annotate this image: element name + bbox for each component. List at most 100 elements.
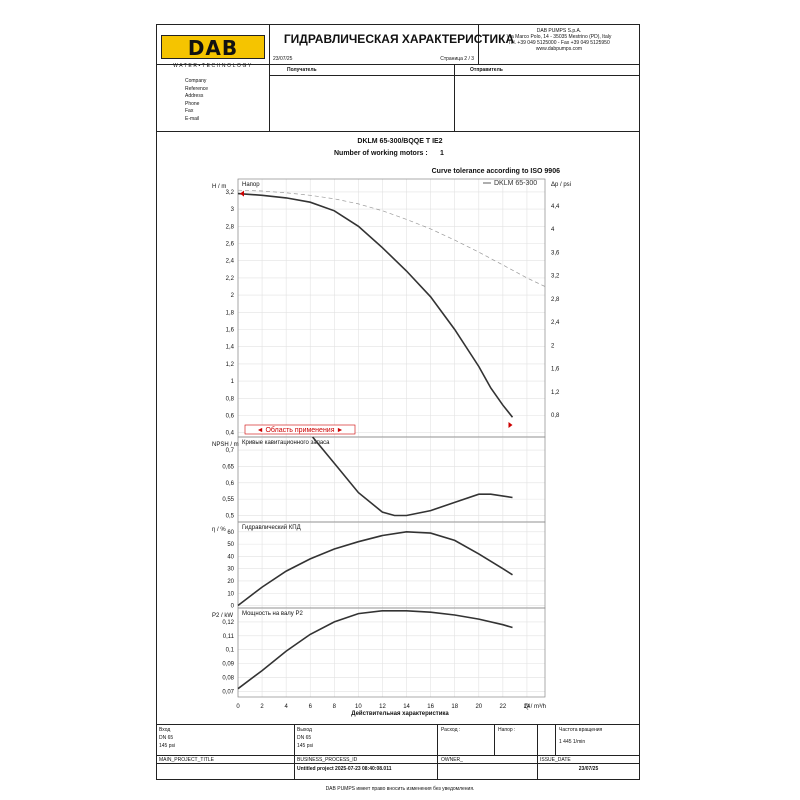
y-tick-label: 0,65 <box>222 464 234 470</box>
y-tick-label: 3,2 <box>226 190 235 196</box>
speed-cell: Частота вращения 1 445 1/min <box>559 727 603 745</box>
y2-tick-label: 2 <box>551 343 555 349</box>
y2-tick-label: 1,6 <box>551 367 560 373</box>
y-tick-label: 30 <box>227 567 234 573</box>
performance-curve <box>237 192 514 418</box>
plot-panel-frame <box>237 436 546 523</box>
panel-title: Кривые кавитационного запаса <box>242 440 330 446</box>
header-divider <box>454 64 455 131</box>
x-tick-label: 6 <box>309 704 313 710</box>
x-tick-label: 12 <box>379 704 386 710</box>
y2-axis-label: Δp / psi <box>551 182 571 188</box>
x-tick-label: 10 <box>355 704 362 710</box>
dab-logo: DAB <box>161 35 265 60</box>
footer-divider <box>437 724 438 780</box>
y-tick-label: 0,7 <box>226 448 235 454</box>
issue-date-value: 23/07/25 <box>578 766 599 772</box>
y2-tick-label: 4,4 <box>551 204 560 210</box>
y-tick-label: 1,8 <box>226 310 235 316</box>
sheet-frame <box>156 24 640 780</box>
y-tick-label: 1 <box>231 379 235 385</box>
page-title: ГИДРАВЛИЧЕСКАЯ ХАРАКТЕРИСТИКА <box>283 32 515 46</box>
y-axis-label: η / % <box>212 527 226 533</box>
y-tick-label: 0,08 <box>222 676 234 682</box>
y-tick-label: 0,55 <box>222 497 234 503</box>
y2-tick-label: 2,4 <box>551 320 560 326</box>
disclaimer: DAB PUMPS имеет право вносить изменения … <box>325 786 475 792</box>
process-id-value: Untitled project 2025-07-23 08:40:08.011 <box>297 766 392 772</box>
y-tick-label: 0,12 <box>222 620 234 626</box>
motors-value: 1 <box>440 150 444 157</box>
footer-rule <box>156 724 640 725</box>
panel-title: Гидравлический КПД <box>242 524 301 531</box>
legend-label: DKLM 65-300 <box>494 180 537 187</box>
performance-curve <box>237 530 513 607</box>
y-axis-label: P2 / kW <box>212 613 233 619</box>
y-tick-label: 2,6 <box>226 242 235 248</box>
head-cell: Напор : <box>498 727 516 733</box>
y-tick-label: 60 <box>227 530 234 536</box>
dashed-curve <box>237 189 546 287</box>
y-tick-label: 50 <box>227 542 234 548</box>
performance-curve <box>237 610 513 690</box>
footer-divider <box>555 724 556 755</box>
y2-tick-label: 4 <box>551 227 555 233</box>
flow-cell: Расход : <box>441 727 461 733</box>
footer-divider <box>294 724 295 780</box>
y-tick-label: 2,4 <box>226 259 235 265</box>
y-axis-label: NPSH / m <box>212 442 239 448</box>
y-tick-label: 3 <box>231 207 235 213</box>
y2-tick-label: 2,8 <box>551 297 560 303</box>
y-tick-label: 0,6 <box>226 414 235 420</box>
footer-rule <box>156 763 640 764</box>
x-tick-label: 8 <box>333 704 337 710</box>
x-axis-caption: Действительная характеристика <box>351 711 449 717</box>
plot-panel-frame <box>237 607 546 698</box>
y-tick-label: 0,4 <box>226 431 235 437</box>
header-divider <box>478 24 479 64</box>
footer-rule <box>156 755 640 756</box>
y-tick-label: 0,11 <box>223 634 235 640</box>
y-tick-label: 2,8 <box>226 224 235 230</box>
x-tick-label: 4 <box>284 704 288 710</box>
header-divider <box>269 24 270 132</box>
y-tick-label: 2,2 <box>226 276 235 282</box>
y-tick-label: 10 <box>227 591 234 597</box>
page-number: Страница 2 / 3 <box>440 56 474 62</box>
x-tick-label: 0 <box>236 704 240 710</box>
y2-tick-label: 3,2 <box>551 274 560 280</box>
y-tick-label: 40 <box>227 554 234 560</box>
footer-divider <box>494 724 495 755</box>
panel-title: Мощность на валу P2 <box>242 611 303 617</box>
x-tick-label: 22 <box>500 704 507 710</box>
logo-subtitle: WATER•TECHNOLOGY <box>173 63 253 69</box>
pump-model: DKLM 65-300/BQQE T IE2 <box>357 138 443 145</box>
y-tick-label: 1,2 <box>226 362 235 368</box>
y-tick-label: 0,8 <box>226 396 235 402</box>
doc-date: 23/07/25 <box>273 56 293 62</box>
y-tick-label: 2 <box>231 293 235 299</box>
y-tick-label: 0,09 <box>222 662 234 668</box>
y-tick-label: 0,1 <box>226 648 235 654</box>
start-arrow-marker <box>240 190 244 197</box>
process-id-label: BUSINESS_PROCESS_ID <box>297 757 358 763</box>
y-tick-label: 1,6 <box>226 328 235 334</box>
contact-fields: Company Reference Address Phone Fax E-ma… <box>185 78 209 122</box>
header-rule <box>156 64 640 65</box>
y2-tick-label: 0,8 <box>551 413 560 419</box>
application-range-label: ◄ Область применения ► <box>257 426 344 434</box>
project-title-label: MAIN_PROJECT_TITLE <box>159 757 215 763</box>
x-tick-label: 16 <box>427 704 434 710</box>
y-tick-label: 0,6 <box>226 481 235 487</box>
tolerance-note: Curve tolerance according to ISO 9906 <box>431 168 560 175</box>
y-axis-label: H / m <box>212 184 226 190</box>
y-tick-label: 1,4 <box>226 345 235 351</box>
footer-divider <box>537 724 538 780</box>
performance-curve <box>311 436 513 517</box>
x-tick-label: 18 <box>451 704 458 710</box>
sender-label: Отправитель <box>470 67 503 73</box>
x-tick-label: 20 <box>475 704 482 710</box>
owner-label: OWNER_ <box>441 757 463 763</box>
header-rule <box>156 131 640 132</box>
